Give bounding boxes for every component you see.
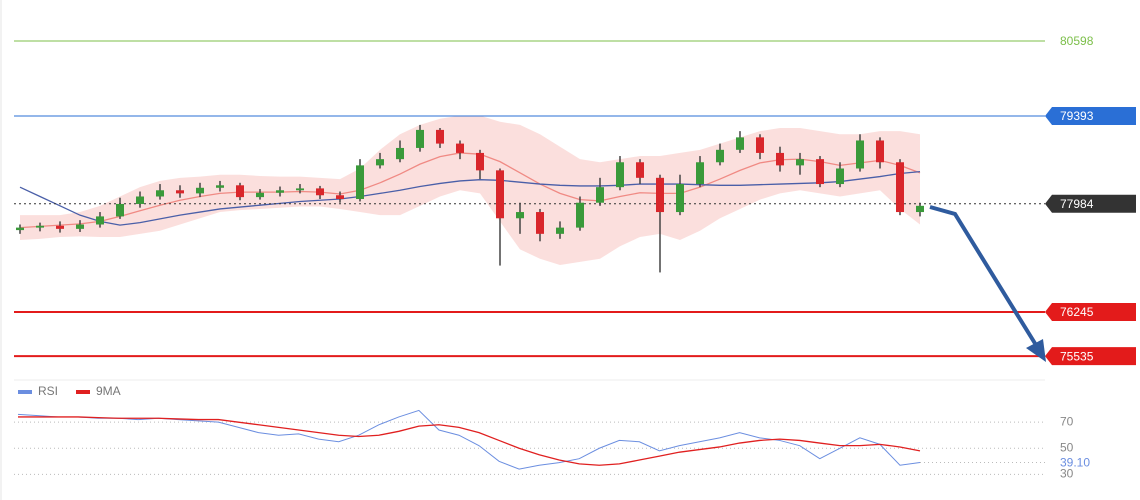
legend-label: 9MA	[96, 384, 121, 398]
forecast-arrow	[929, 205, 1046, 362]
candle-body	[56, 225, 64, 229]
candle-body	[576, 202, 584, 228]
candle-body	[796, 159, 804, 166]
candle-body	[136, 196, 144, 204]
candle-body	[16, 227, 24, 231]
candle-body	[516, 212, 524, 219]
candle-body	[76, 224, 84, 229]
price-level-label: 75535	[1060, 349, 1094, 363]
price-badge	[1045, 107, 1136, 126]
candle-body	[216, 185, 224, 188]
bollinger-band	[20, 115, 920, 265]
price-level-label: 76245	[1060, 305, 1094, 319]
candle-body	[156, 190, 164, 197]
candle-body	[476, 152, 484, 171]
candle-body	[456, 143, 464, 153]
price-level-label: 77984	[1060, 197, 1094, 211]
candle-body	[436, 129, 444, 144]
value-label: 39.10	[1060, 456, 1090, 470]
candle-body	[596, 187, 604, 203]
candle-body	[236, 185, 244, 198]
candle-body	[556, 227, 564, 234]
candle-body	[176, 190, 184, 194]
price-badge	[1045, 302, 1136, 321]
candle-body	[376, 159, 384, 166]
candle-body	[196, 187, 204, 194]
candle-body	[336, 195, 344, 199]
candle-body	[816, 159, 824, 185]
price-level-label: 80598	[1060, 34, 1094, 48]
moving-average	[19, 170, 921, 226]
candle-body	[496, 170, 504, 219]
candle-body	[416, 129, 424, 148]
candle-body	[316, 188, 324, 196]
y-tick-label: 50	[1060, 440, 1074, 454]
candle-body	[636, 162, 644, 178]
moving-average	[19, 152, 921, 229]
price-badge	[1045, 194, 1136, 213]
candle-body	[896, 162, 904, 213]
candle-body	[36, 225, 44, 228]
y-tick-label: 30	[1060, 467, 1074, 481]
legend-label: RSI	[38, 384, 58, 398]
candle-body	[536, 212, 544, 234]
candle-body	[356, 165, 364, 199]
candle-body	[116, 203, 124, 217]
candle-body	[676, 184, 684, 213]
candle-body	[756, 137, 764, 153]
candle-body	[856, 140, 864, 169]
candle-body	[396, 147, 404, 160]
candle-body	[256, 192, 264, 198]
candle-body	[96, 216, 104, 225]
indicator-line	[18, 416, 921, 466]
candle-body	[696, 162, 704, 185]
candle-body	[276, 190, 284, 193]
candle-body	[876, 140, 884, 163]
candle-body	[656, 177, 664, 213]
candle-body	[716, 149, 724, 163]
candle-body	[736, 137, 744, 150]
y-tick-label: 70	[1060, 414, 1074, 428]
candle-body	[916, 205, 924, 213]
candle-body	[616, 162, 624, 188]
candle-body	[296, 188, 304, 191]
price-badge	[1045, 347, 1136, 366]
candle-body	[776, 152, 784, 166]
candle-body	[836, 168, 844, 185]
price-level-label: 79393	[1060, 109, 1094, 123]
